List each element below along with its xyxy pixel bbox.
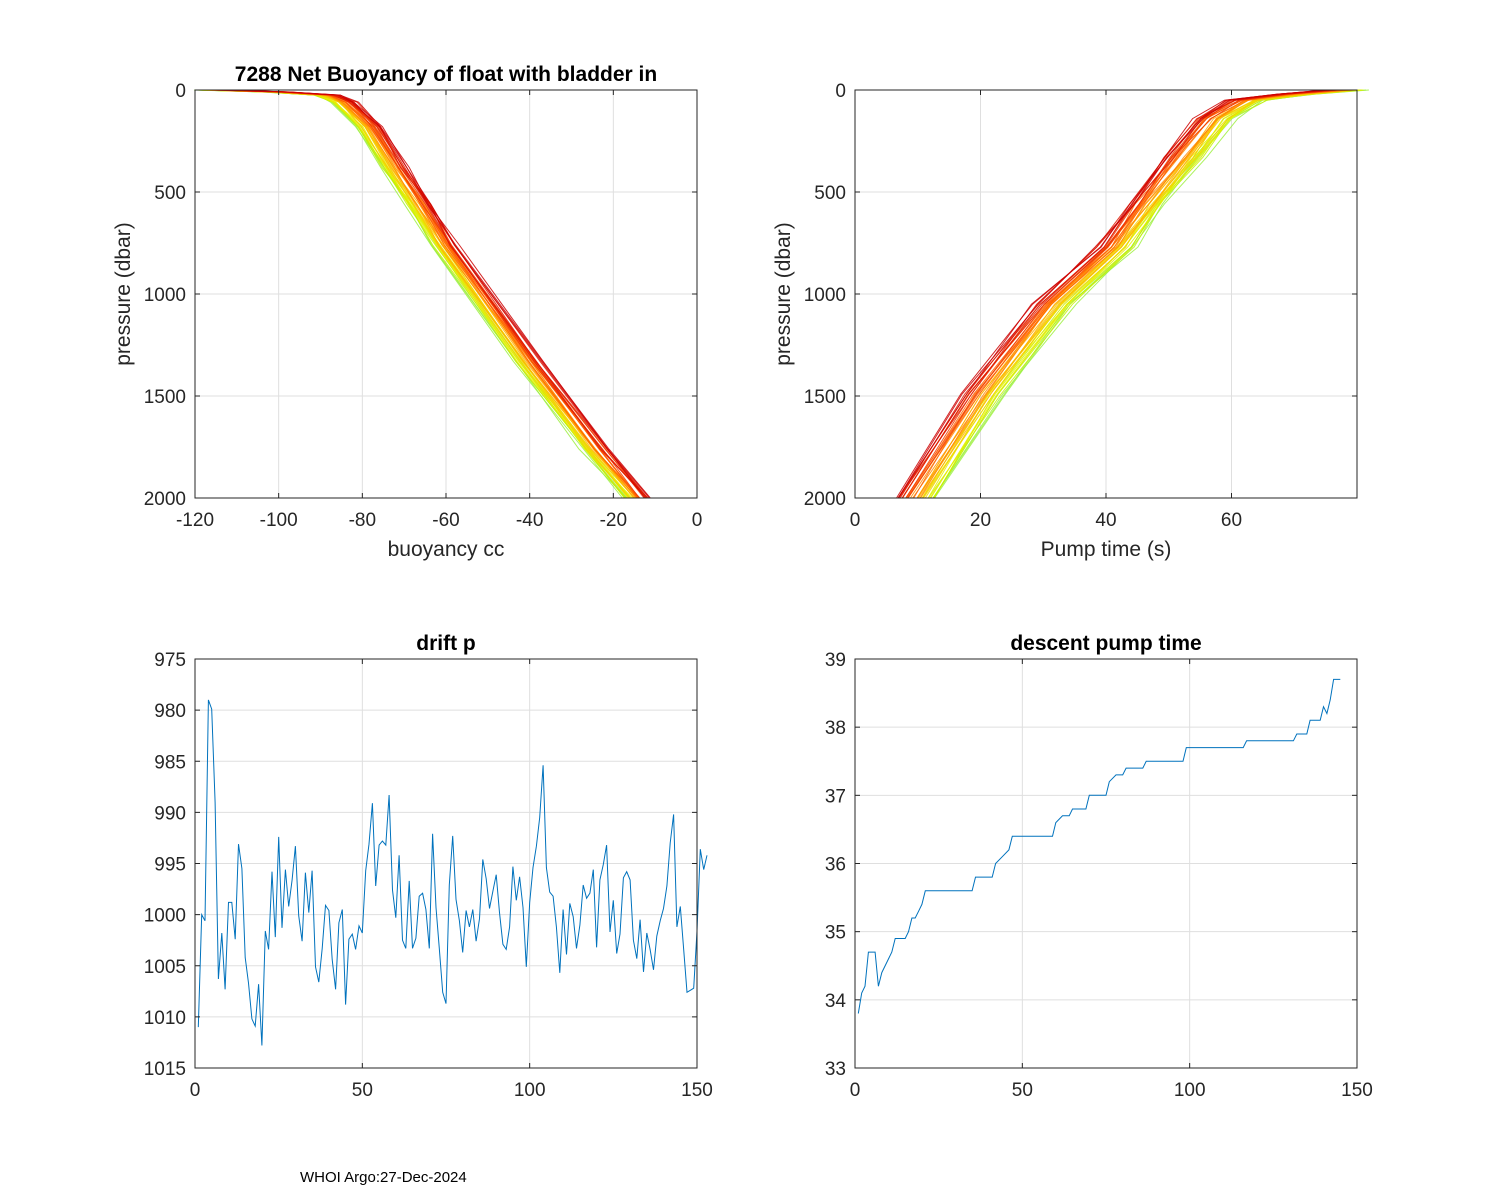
y-tick-label: 37 (825, 786, 846, 807)
y-tick-label: 1010 (144, 1008, 186, 1029)
x-tick-label: -80 (349, 510, 376, 531)
x-tick-label: 20 (970, 510, 991, 531)
y-tick-label: 35 (825, 923, 846, 944)
profile-curve (224, 89, 650, 499)
x-tick-label: -60 (432, 510, 459, 531)
y-tick-label: 1000 (144, 285, 186, 306)
driftp-chart-title: drift p (416, 632, 475, 655)
driftp-panel: 0 50 100 150 975 980 985 990 995 1000 1005 1010 1015… (144, 632, 713, 1101)
x-tick-label: 150 (681, 1080, 713, 1101)
y-tick-label: 33 (825, 1059, 846, 1080)
y-tick-label: 995 (154, 855, 186, 876)
pumptime-x-axis-label: Pump time (s) (1041, 538, 1172, 561)
y-tick-label: 38 (825, 718, 846, 739)
y-tick-label: 1005 (144, 957, 186, 978)
x-tick-label: 0 (850, 1080, 861, 1101)
profile-curve (898, 89, 1337, 499)
y-tick-label: 980 (154, 701, 186, 722)
x-tick-label: -20 (600, 510, 627, 531)
x-tick-label: 0 (190, 1080, 201, 1101)
y-tick-label: 1015 (144, 1059, 186, 1080)
driftp-ticks: 0 50 100 150 975 980 985 990 995 1000 1005 1010 1015 (144, 650, 713, 1101)
y-tick-label: 990 (154, 803, 186, 824)
y-tick-label: 1500 (804, 387, 846, 408)
y-tick-label: 2000 (804, 489, 846, 510)
y-tick-label: 36 (825, 855, 846, 876)
descentpump-panel: 0 50 100 150 33 34 35 36 37 38 39 descent pump tim… (825, 632, 1373, 1101)
buoyancy-panel: -120 -100 -80 -60 -40 -20 0 0 500 1000 1500 2000 72… (112, 63, 702, 561)
x-tick-label: 40 (1095, 510, 1116, 531)
buoyancy-x-axis-label: buoyancy cc (388, 538, 505, 561)
y-tick-label: 34 (825, 991, 847, 1012)
y-tick-label: 0 (175, 81, 186, 102)
y-tick-label: 0 (835, 81, 846, 102)
pumptime-y-axis-label: pressure (dbar) (772, 222, 795, 366)
buoyancy-ticks: -120 -100 -80 -60 -40 -20 0 0 500 1000 1500 2000 (144, 81, 703, 531)
x-tick-label: 0 (850, 510, 861, 531)
descentpump-chart-title: descent pump time (1010, 632, 1201, 655)
x-tick-label: 50 (1012, 1080, 1033, 1101)
buoyancy-profiles (194, 89, 651, 499)
x-tick-label: -100 (260, 510, 298, 531)
x-tick-label: -120 (176, 510, 214, 531)
x-tick-label: 100 (514, 1080, 546, 1101)
y-tick-label: 985 (154, 752, 186, 773)
x-tick-label: 100 (1174, 1080, 1206, 1101)
footer-credit: WHOI Argo:27-Dec-2024 (300, 1169, 467, 1186)
buoyancy-chart-title: 7288 Net Buoyancy of float with bladder … (235, 63, 657, 86)
y-tick-label: 1500 (144, 387, 186, 408)
y-tick-label: 975 (154, 650, 186, 671)
y-tick-label: 1000 (144, 906, 186, 927)
y-tick-label: 500 (814, 183, 846, 204)
y-tick-label: 2000 (144, 489, 186, 510)
pumptime-panel: 0 20 40 60 0 500 1000 1500 2000 Pump time (s) pr… (772, 81, 1369, 561)
driftp-series-line (197, 699, 708, 1046)
x-tick-label: 60 (1221, 510, 1242, 531)
x-tick-label: 150 (1341, 1080, 1373, 1101)
descentpump-ticks: 0 50 100 150 33 34 35 36 37 38 39 (825, 650, 1373, 1101)
y-tick-label: 39 (825, 650, 846, 671)
x-tick-label: 0 (692, 510, 703, 531)
y-tick-label: 1000 (804, 285, 846, 306)
descentpump-series-line (857, 678, 1341, 1014)
buoyancy-y-axis-label: pressure (dbar) (112, 222, 135, 366)
profile-curve (896, 89, 1325, 499)
pumptime-profiles (896, 89, 1369, 499)
y-tick-label: 500 (154, 183, 186, 204)
pumptime-ticks: 0 20 40 60 0 500 1000 1500 2000 (804, 81, 1357, 531)
x-tick-label: 50 (352, 1080, 373, 1101)
x-tick-label: -40 (516, 510, 543, 531)
